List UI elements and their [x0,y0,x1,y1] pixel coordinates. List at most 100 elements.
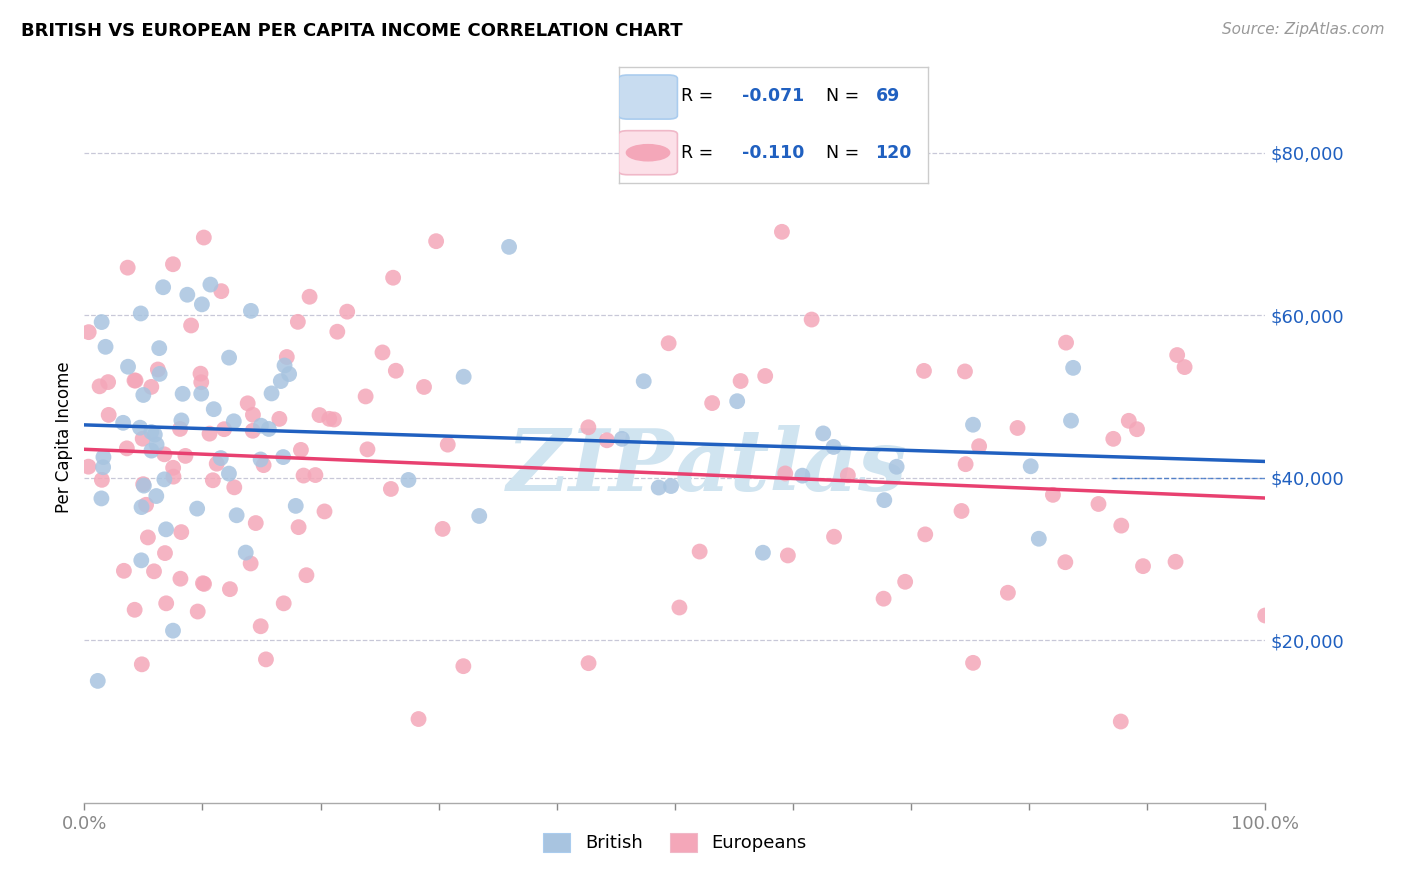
Text: Source: ZipAtlas.com: Source: ZipAtlas.com [1222,22,1385,37]
Point [135,498,157,512]
Point [129,420,152,434]
Point [155,596,177,610]
Point [254,652,277,666]
Point [169,572,191,586]
Point [260,386,283,401]
Point [1062,360,1084,375]
Point [198,426,221,441]
Point [396,473,419,487]
Point [730,374,752,388]
Point [212,422,235,436]
Point [776,549,799,563]
Point [273,596,295,610]
Point [578,656,600,670]
Point [278,367,301,381]
Point [775,467,797,481]
Point [153,546,176,560]
Point [235,546,257,560]
Point [174,449,197,463]
Point [190,386,212,401]
Point [236,396,259,410]
Point [1132,559,1154,574]
Point [894,574,917,589]
Point [143,427,166,442]
Point [425,234,447,248]
Point [141,380,163,394]
Point [287,315,309,329]
Point [205,457,228,471]
Point [145,437,167,451]
Point [1164,555,1187,569]
Point [1102,432,1125,446]
Text: 69: 69 [876,87,900,105]
Point [962,417,984,432]
Point [141,425,163,439]
Point [200,277,222,292]
Point [962,656,984,670]
Point [225,508,247,523]
Point [224,480,246,494]
Point [162,624,184,638]
Point [1109,518,1132,533]
Point [1028,532,1050,546]
Point [336,304,359,318]
Point [318,412,340,426]
Point [162,257,184,271]
Point [1126,422,1149,436]
Point [659,479,682,493]
Circle shape [626,145,669,161]
Point [290,442,312,457]
Point [170,413,193,427]
Point [453,369,475,384]
Point [172,386,194,401]
Point [323,412,346,426]
Point [270,374,292,388]
Text: -0.071: -0.071 [742,87,804,105]
Point [647,481,669,495]
Point [872,591,894,606]
Point [1042,488,1064,502]
Point [792,468,814,483]
Point [97,375,120,389]
Point [91,460,114,475]
Point [193,230,215,244]
Point [190,375,212,389]
Text: -0.110: -0.110 [742,144,804,161]
Point [77,325,100,339]
Point [90,315,112,329]
Point [610,432,633,446]
Point [162,460,184,475]
Point [886,459,908,474]
Point [284,499,307,513]
Point [170,525,193,540]
Point [89,379,111,393]
Text: N =: N = [825,144,865,161]
Text: R =: R = [681,144,718,161]
Point [117,260,139,275]
Point [153,472,176,486]
Point [385,364,408,378]
Point [145,489,167,503]
Point [953,364,976,378]
Point [201,473,224,487]
Point [413,380,436,394]
Point [702,396,724,410]
Point [136,530,159,544]
Point [129,306,152,320]
Point [967,439,990,453]
Point [191,576,214,591]
Point [87,673,110,688]
Point [193,577,215,591]
Point [187,605,209,619]
Point [380,482,402,496]
Point [770,225,793,239]
Point [276,350,298,364]
Point [249,452,271,467]
Point [725,394,748,409]
Point [153,447,176,461]
Point [1054,335,1077,350]
Point [308,408,330,422]
Point [950,504,973,518]
FancyBboxPatch shape [619,75,678,119]
Point [191,297,214,311]
